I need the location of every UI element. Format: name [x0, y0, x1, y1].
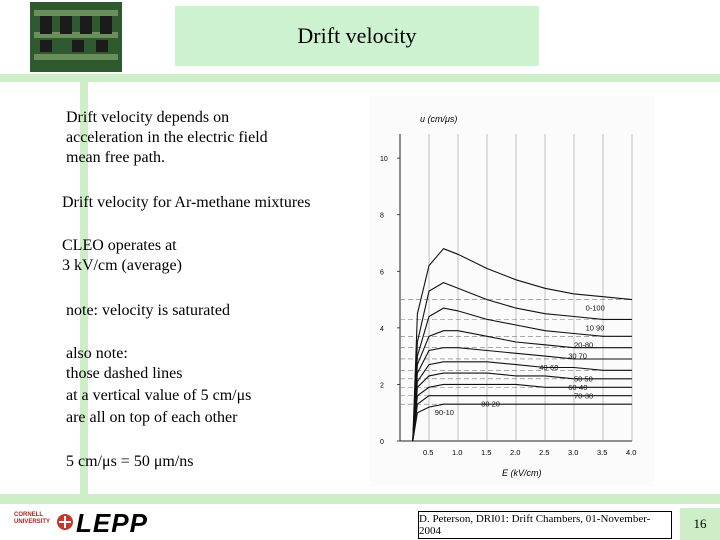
page-number: 16 — [680, 508, 720, 540]
curve-label: 20-80 — [574, 340, 593, 349]
y-tick-label: 4 — [380, 326, 384, 333]
drift-velocity-plot: 0-100 10 90 20-80 30 70 40-60 50 5060-4070-30… — [370, 96, 654, 486]
curves-group — [412, 248, 633, 442]
also-line-1: also note: — [66, 345, 128, 362]
x-tick-label: 2.0 — [510, 448, 520, 457]
x-tick-label: 1.0 — [452, 448, 462, 457]
y-tick-label: 10 — [380, 156, 388, 163]
curve-labels-group: 0-100 10 90 20-80 30 70 40-60 50 5060-4070-30… — [435, 304, 605, 418]
curve-label: 30 70 — [568, 352, 587, 361]
citation-footer: D. Peterson, DRI01: Drift Chambers, 01-N… — [418, 511, 672, 539]
x-tick-label: 3.5 — [597, 448, 607, 457]
x-tick-label: 4.0 — [626, 448, 636, 457]
x-axis-label: E (kV/cm) — [502, 468, 542, 478]
footer-divider — [0, 494, 720, 504]
lepp-logo-text: LEPP — [76, 508, 148, 538]
curve-label: 90-10 — [435, 408, 454, 417]
curve-label: 0-100 — [586, 304, 605, 313]
curve-30-70 — [412, 330, 632, 442]
intro-line-1: Drift velocity depends on — [66, 109, 230, 126]
curve-40-60 — [412, 347, 632, 442]
note-text: note: velocity is saturated — [66, 302, 230, 319]
curve-label: 40-60 — [539, 363, 558, 372]
cleo-line-1: CLEO operates at — [62, 237, 177, 254]
also-line-2: those dashed lines — [66, 365, 183, 382]
y-tick-label: 2 — [380, 382, 384, 389]
mixtures-text: Drift velocity for Ar-methane mixtures — [62, 194, 311, 211]
curve-label: 60-40 — [568, 383, 587, 392]
curve-label: 80 20 — [481, 400, 500, 409]
cleo-line-2: 3 kV/cm (average) — [62, 257, 182, 274]
plot-gridlines — [399, 134, 633, 442]
also-line-4: are all on top of each other — [66, 409, 238, 426]
curve-90-10 — [412, 403, 632, 442]
slide-title: Drift velocity — [175, 6, 539, 66]
curve-80-20 — [412, 395, 632, 442]
y-tick-label: 6 — [380, 269, 384, 276]
x-tick-label: 1.5 — [481, 448, 491, 457]
curve-10-90 — [412, 281, 632, 442]
header-divider — [0, 74, 720, 82]
intro-line-2: acceleration in the electric field — [66, 129, 268, 146]
curve-label: 70-30 — [574, 391, 593, 400]
curve-70-30 — [412, 383, 632, 442]
y-tick-labels: 10 8 6 4 2 0 — [380, 156, 400, 446]
cornell-wordmark: CORNELL UNIVERSITY — [14, 512, 51, 525]
left-divider — [80, 74, 88, 494]
y-axis-label: u (cm/μs) — [420, 114, 457, 124]
x-tick-label: 3.0 — [568, 448, 578, 457]
curve-60-40 — [412, 372, 632, 442]
y-tick-label: 0 — [380, 439, 384, 446]
intro-line-3: mean free path. — [66, 149, 166, 166]
curve-20-80 — [412, 307, 632, 442]
also-line-3: at a vertical value of 5 cm/μs — [66, 387, 252, 404]
x-tick-labels: 0.5 1.0 1.5 2.0 2.5 3.0 3.5 4.0 — [423, 448, 636, 457]
y-tick-label: 8 — [380, 213, 384, 220]
lepp-logo-icon — [57, 514, 73, 530]
x-tick-label: 0.5 — [423, 448, 433, 457]
curve-0-100 — [412, 248, 633, 442]
curve-label: 10 90 — [586, 323, 605, 332]
conversion-text: 5 cm/μs = 50 μm/ns — [66, 453, 194, 470]
circuit-board-photo — [30, 2, 122, 72]
x-tick-label: 2.5 — [539, 448, 549, 457]
curve-50-50 — [412, 361, 632, 442]
curve-label: 50 50 — [574, 374, 593, 383]
